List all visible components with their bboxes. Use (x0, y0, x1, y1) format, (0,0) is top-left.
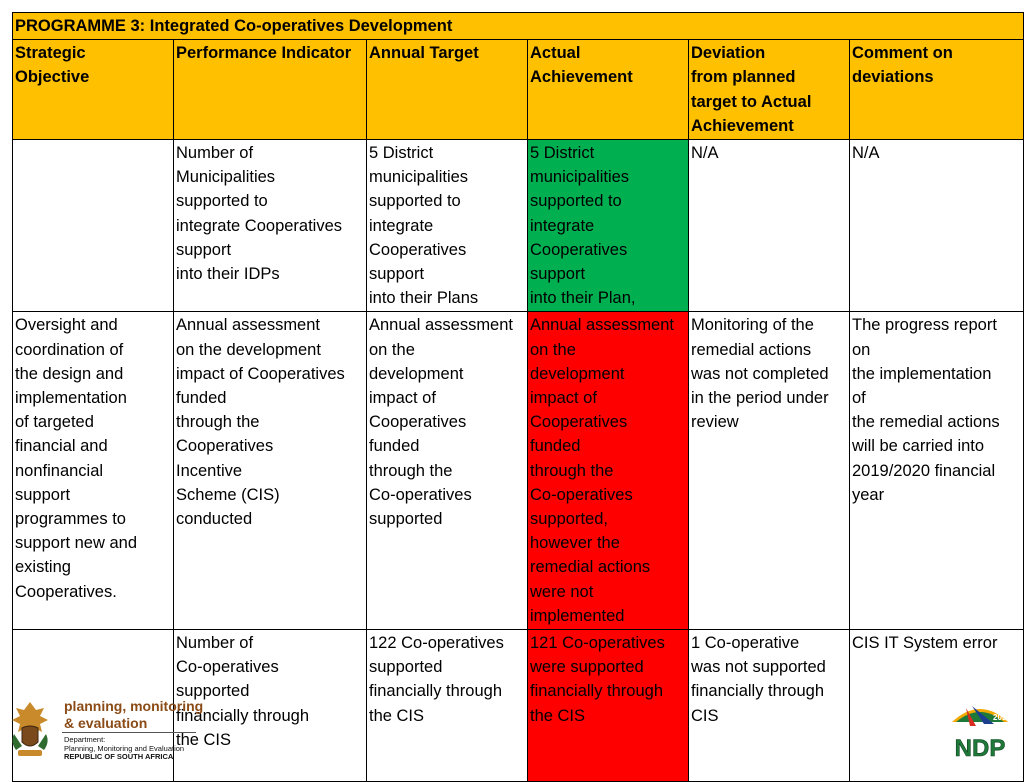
comment-cell: N/A (848, 139, 1024, 313)
coat-of-arms-icon (12, 702, 48, 756)
logo-wordmark-line1: planning, monitoring (64, 698, 204, 714)
dept-label: Department: (64, 735, 106, 744)
deviation-cell: 1 Co-operative was not supported financi… (688, 629, 850, 782)
header-performance-indicator: Performance Indicator (173, 39, 367, 141)
deviation-cell: N/A (688, 139, 850, 313)
table-row: Number of Municipalities supported to in… (12, 139, 1024, 313)
country-name: REPUBLIC OF SOUTH AFRICA (64, 752, 174, 762)
dpme-logo: planning, monitoring & evaluation Depart… (2, 696, 204, 766)
header-actual-achievement: Actual Achievement (527, 39, 689, 141)
performance-table: PROGRAMME 3: Integrated Co-operatives De… (11, 11, 1024, 782)
header-annual-target: Annual Target (366, 39, 528, 141)
table-row: Oversight and coordination of the design… (12, 311, 1024, 631)
objective-cell: Oversight and coordination of the design… (12, 311, 174, 631)
indicator-cell: Annual assessment on the development imp… (173, 311, 367, 631)
logo-wordmark-line2: & evaluation (64, 715, 148, 731)
objective-cell (12, 139, 174, 313)
ndp-year: 2030 (993, 713, 1011, 722)
achievement-cell: 5 District municipalities supported to i… (527, 139, 689, 313)
header-deviation: Deviation from planned target to Actual … (688, 39, 850, 141)
comment-cell: CIS IT System error (848, 629, 1024, 782)
deviation-cell: Monitoring of the remedial actions was n… (688, 311, 850, 631)
header-comment: Comment on deviations (848, 39, 1024, 141)
achievement-cell: 121 Co-operatives were supported financi… (527, 629, 689, 782)
ndp-logo-icon: 2030 NDP (952, 706, 1011, 762)
target-cell: Annual assessment on the development imp… (366, 311, 528, 631)
programme-title-row: PROGRAMME 3: Integrated Co-operatives De… (11, 11, 1024, 41)
ndp-text: NDP (955, 735, 1006, 762)
objective-cell (12, 629, 174, 782)
target-cell: 5 District municipalities supported to i… (366, 139, 528, 313)
programme-title: PROGRAMME 3: Integrated Co-operatives De… (11, 11, 1024, 41)
comment-cell: The progress report on the implementatio… (848, 311, 1024, 631)
header-row: Strategic Objective Performance Indicato… (12, 39, 1024, 141)
ndp-logo: 2030 NDP (946, 700, 1014, 762)
logo-divider (62, 732, 196, 733)
header-strategic-objective: Strategic Objective (12, 39, 174, 141)
target-cell: 122 Co-operatives supported financially … (366, 629, 528, 782)
indicator-cell: Number of Municipalities supported to in… (173, 139, 367, 313)
achievement-cell: Annual assessment on the development imp… (527, 311, 689, 631)
dept-name: Planning, Monitoring and Evaluation (64, 743, 185, 753)
